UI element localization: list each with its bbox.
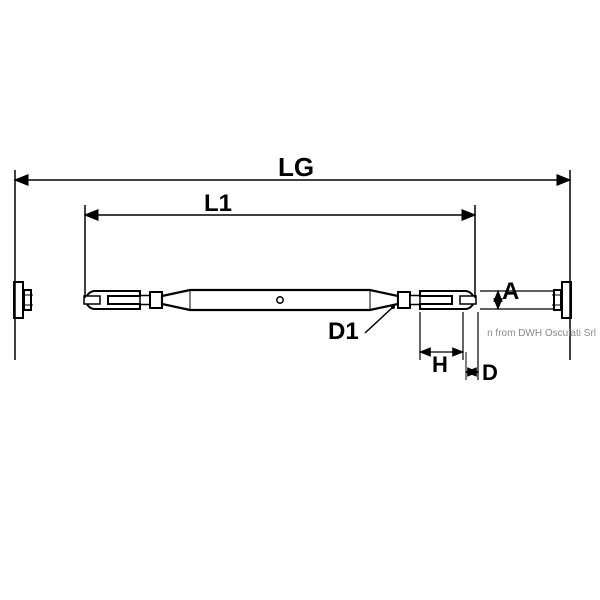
jaw-left <box>84 291 140 309</box>
label-D1: D1 <box>328 318 359 346</box>
label-LG: LG <box>278 152 314 183</box>
watermark-text: n from DWH Osculati Srl <box>487 328 596 339</box>
label-D: D <box>482 360 498 386</box>
label-H: H <box>432 352 448 378</box>
end-plate-left <box>14 282 33 318</box>
diagram-root: LG L1 D1 A H D n from DWH Osculati Srl <box>0 0 600 600</box>
end-plate-right <box>552 282 571 318</box>
jaw-right <box>420 291 476 309</box>
label-A: A <box>502 278 519 306</box>
label-L1: L1 <box>204 190 232 218</box>
